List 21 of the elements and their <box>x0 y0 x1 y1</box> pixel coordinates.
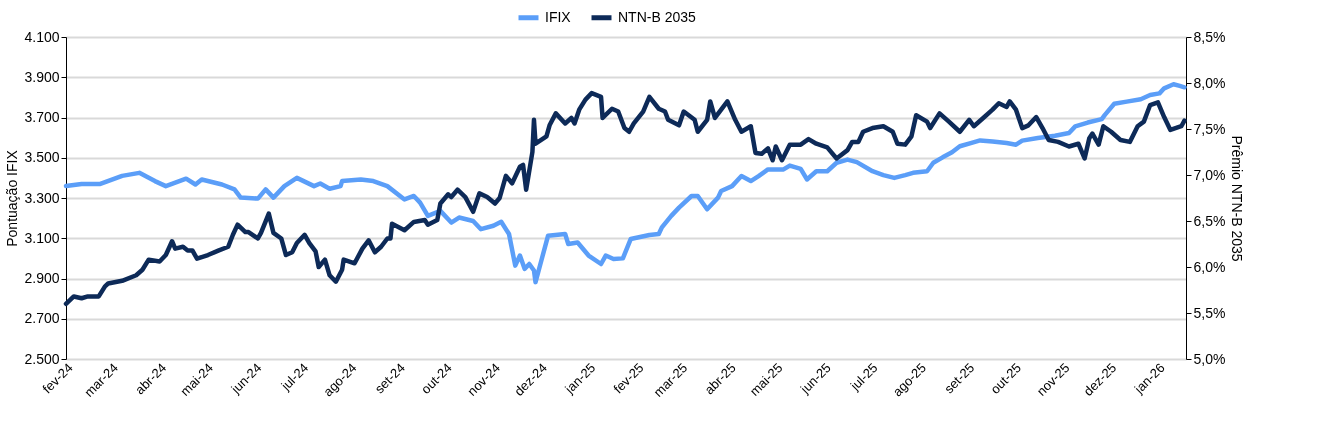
y2-tick-label: 7,5% <box>1193 120 1226 137</box>
y2-tick-label: 8,0% <box>1193 74 1226 91</box>
y-tick-label: 2.700 <box>24 310 60 327</box>
y-tick-label: 2.500 <box>24 350 60 367</box>
y-tick-label: 3.300 <box>24 189 60 206</box>
y-tick-label: 4.100 <box>24 28 60 45</box>
y-tick-label: 3.700 <box>24 109 60 125</box>
legend-label: IFIX <box>545 8 572 25</box>
y2-tick-label: 5,0% <box>1193 350 1226 367</box>
legend-label: NTN-B 2035 <box>618 8 697 25</box>
y2-tick-label: 5,5% <box>1193 304 1226 321</box>
y2-tick-label: 6,0% <box>1193 258 1226 275</box>
y2-axis-title: Prêmio NTN-B 2035 <box>1229 135 1246 262</box>
y2-tick-label: 6,5% <box>1193 212 1226 229</box>
y2-tick-label: 8,5% <box>1193 28 1226 45</box>
y-tick-label: 2.900 <box>24 270 60 286</box>
y2-tick-label: 7,0% <box>1193 166 1226 183</box>
y-tick-label: 3.100 <box>24 229 60 246</box>
y-tick-label: 3.500 <box>24 149 60 166</box>
y-axis-title: Pontuação IFIX <box>4 149 21 247</box>
y-tick-label: 3.900 <box>24 68 60 85</box>
